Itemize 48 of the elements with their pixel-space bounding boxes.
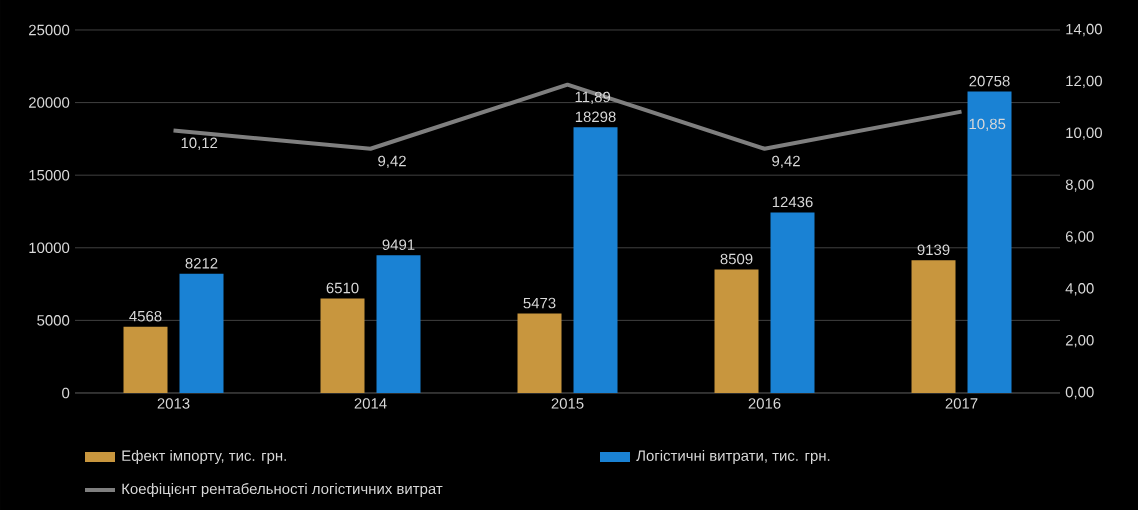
y-tick-label: 5000 xyxy=(37,315,70,326)
x-tick-label: 2016 xyxy=(748,398,781,409)
y-tick-label: 0 xyxy=(62,387,70,399)
data-label: 9491 xyxy=(382,239,415,250)
data-label: 4568 xyxy=(129,310,162,322)
y-tick-label: 15000 xyxy=(29,169,70,181)
legend-label: Логістичні витрати, тис. грн. xyxy=(636,450,830,464)
bar xyxy=(911,260,956,393)
y2-tick-label: 6,00 xyxy=(1065,231,1094,244)
legend-label: Ефект імпорту, тис. грн. xyxy=(122,450,286,464)
data-label: 20758 xyxy=(969,75,1010,87)
y2-tick-label: 10,00 xyxy=(1066,127,1102,140)
y2-tick-label: 0,00 xyxy=(1065,386,1094,400)
legend-label: Коефіцієнт рентабельності логістичних витрат xyxy=(122,482,443,498)
data-label: 9,42 xyxy=(772,155,800,169)
bar xyxy=(517,313,562,393)
x-tick-label: 2015 xyxy=(551,398,584,409)
data-label: 8212 xyxy=(185,257,218,269)
y2-tick-label: 8,00 xyxy=(1065,179,1094,192)
x-tick-label: 2017 xyxy=(945,398,978,409)
y2-tick-label: 2,00 xyxy=(1065,334,1094,348)
y2-tick-label: 12,00 xyxy=(1066,75,1102,89)
x-tick-label: 2013 xyxy=(157,398,190,409)
data-label: 11,89 xyxy=(575,91,611,105)
y2-tick-label: 14,00 xyxy=(1066,23,1102,37)
bar xyxy=(179,273,224,393)
line-series xyxy=(171,82,964,151)
bar xyxy=(967,91,1012,393)
y-tick-label: 10000 xyxy=(29,242,70,254)
y2-tick-label: 4,00 xyxy=(1065,283,1094,296)
data-label: 9139 xyxy=(917,244,950,256)
y-tick-label: 20000 xyxy=(29,97,70,108)
data-label: 18298 xyxy=(575,111,616,123)
bar xyxy=(714,269,759,393)
data-label: 8509 xyxy=(720,253,753,265)
data-label: 9,42 xyxy=(378,155,406,169)
data-label: 6510 xyxy=(326,282,359,294)
x-tick-label: 2014 xyxy=(354,398,387,409)
data-label: 10,85 xyxy=(969,118,1006,131)
bar xyxy=(376,255,421,393)
bar xyxy=(320,298,365,393)
data-label: 5473 xyxy=(523,297,556,309)
y-tick-label: 25000 xyxy=(29,24,70,36)
bar xyxy=(770,212,815,393)
bar xyxy=(573,127,618,393)
data-label: 12436 xyxy=(772,196,813,208)
data-label: 10,12 xyxy=(181,137,218,150)
bar xyxy=(123,326,168,393)
